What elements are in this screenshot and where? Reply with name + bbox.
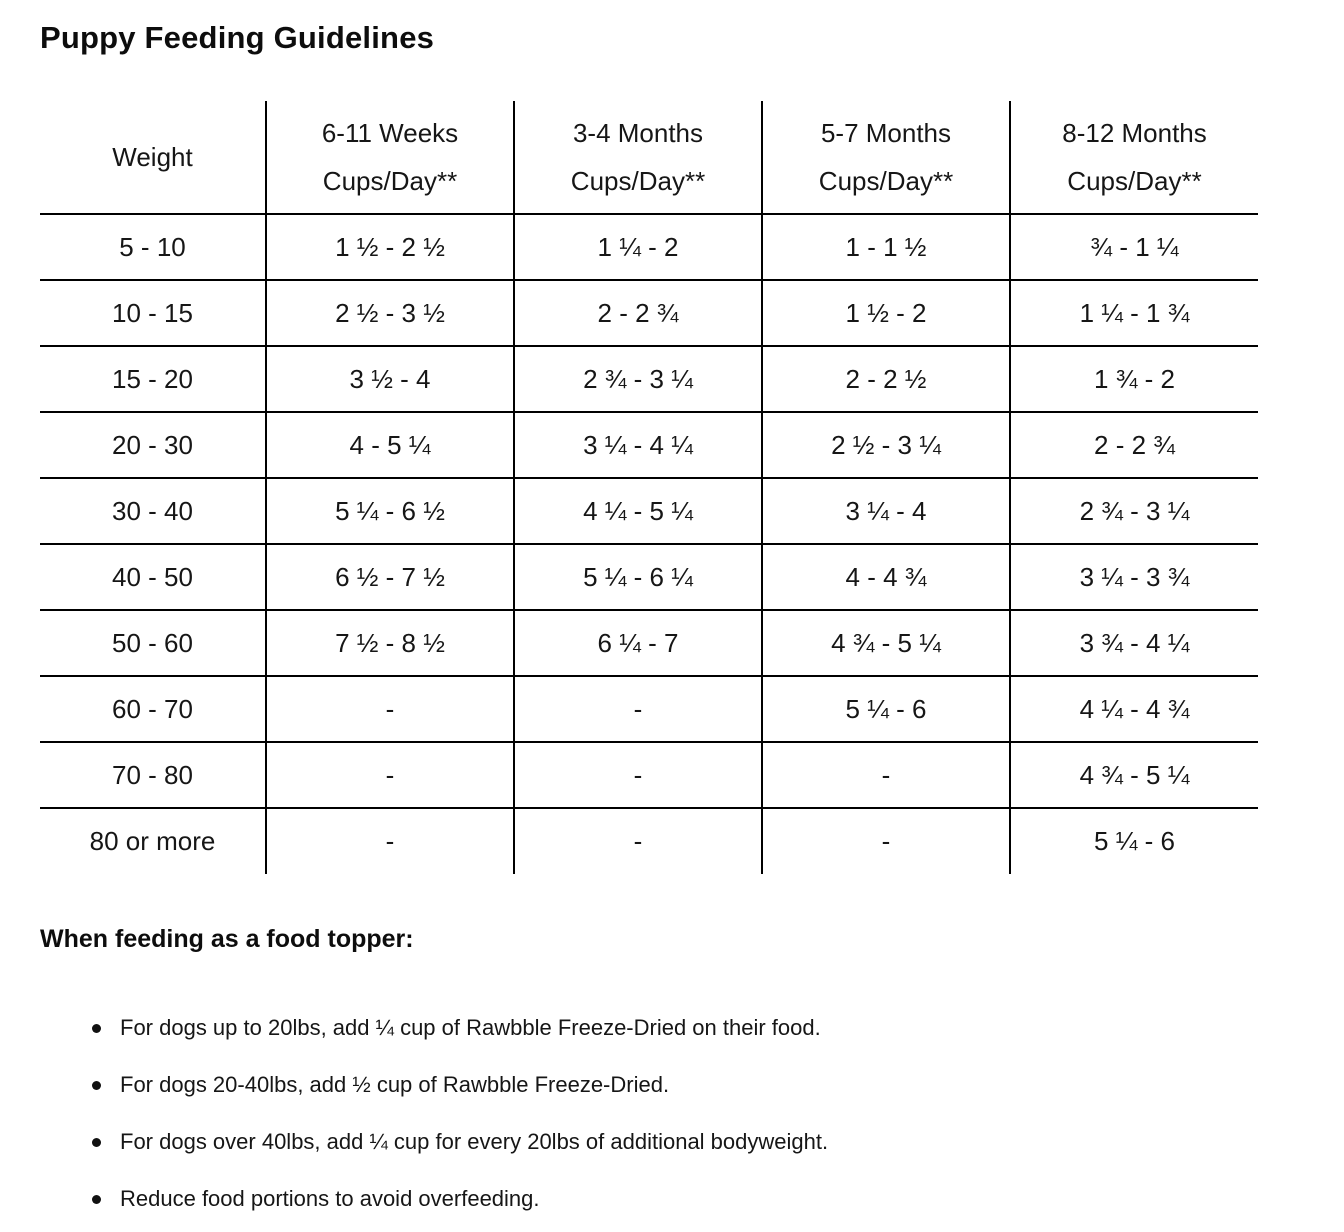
topper-bullet-item: For dogs over 40lbs, add ¼ cup for every… bbox=[40, 1128, 1304, 1156]
table-row: 50 - 60 7 ½ - 8 ½ 6 ¼ - 7 4 ¾ - 5 ¼ 3 ¾ … bbox=[40, 610, 1258, 677]
cups-cell: - bbox=[514, 808, 763, 874]
cups-cell: 6 ¼ - 7 bbox=[514, 610, 763, 677]
topper-bullet-item: For dogs up to 20lbs, add ¼ cup of Rawbb… bbox=[40, 1014, 1304, 1042]
bullet-icon bbox=[92, 1138, 101, 1147]
cups-cell: 2 ¾ - 3 ¼ bbox=[1010, 478, 1258, 545]
column-header-sublabel: Cups/Day** bbox=[570, 166, 706, 196]
column-header-label: 8-12 Months bbox=[1062, 118, 1207, 148]
cups-cell: - bbox=[266, 808, 515, 874]
cups-cell: 1 - 1 ½ bbox=[762, 214, 1011, 281]
weight-cell: 10 - 15 bbox=[40, 280, 267, 347]
column-header-sublabel: Cups/Day** bbox=[818, 166, 954, 196]
weight-cell: 70 - 80 bbox=[40, 742, 267, 809]
table-row: 10 - 15 2 ½ - 3 ½ 2 - 2 ¾ 1 ½ - 2 1 ¼ - … bbox=[40, 280, 1258, 347]
column-header-6-11-weeks: 6-11 Weeks Cups/Day** bbox=[266, 101, 515, 215]
weight-cell: 40 - 50 bbox=[40, 544, 267, 611]
column-header-weight: Weight bbox=[40, 101, 267, 215]
table-row: 70 - 80 - - - 4 ¾ - 5 ¼ bbox=[40, 742, 1258, 809]
bullet-icon bbox=[92, 1195, 101, 1204]
cups-cell: 1 ¼ - 1 ¾ bbox=[1010, 280, 1258, 347]
topper-bullet-text: Reduce food portions to avoid overfeedin… bbox=[120, 1186, 540, 1211]
column-header-label: 3-4 Months bbox=[572, 118, 704, 148]
column-header-3-4-months: 3-4 Months Cups/Day** bbox=[514, 101, 763, 215]
cups-cell: - bbox=[266, 742, 515, 809]
cups-cell: 2 - 2 ¾ bbox=[514, 280, 763, 347]
cups-cell: 1 ½ - 2 bbox=[762, 280, 1011, 347]
cups-cell: 4 - 5 ¼ bbox=[266, 412, 515, 479]
table-row: 20 - 30 4 - 5 ¼ 3 ¼ - 4 ¼ 2 ½ - 3 ¼ 2 - … bbox=[40, 412, 1258, 479]
cups-cell: 3 ½ - 4 bbox=[266, 346, 515, 413]
cups-cell: 5 ¼ - 6 ¼ bbox=[514, 544, 763, 611]
cups-cell: 2 ½ - 3 ½ bbox=[266, 280, 515, 347]
cups-cell: 2 - 2 ¾ bbox=[1010, 412, 1258, 479]
page-title: Puppy Feeding Guidelines bbox=[40, 20, 435, 55]
cups-cell: 4 ¾ - 5 ¼ bbox=[1010, 742, 1258, 809]
column-header-label: 6-11 Weeks bbox=[321, 118, 459, 148]
weight-cell: 5 - 10 bbox=[40, 214, 267, 281]
table-row: 5 - 10 1 ½ - 2 ½ 1 ¼ - 2 1 - 1 ½ ¾ - 1 ¼ bbox=[40, 214, 1258, 281]
weight-cell: 15 - 20 bbox=[40, 346, 267, 413]
weight-cell: 80 or more bbox=[40, 808, 267, 874]
column-header-sublabel: Cups/Day** bbox=[322, 166, 458, 196]
table-row: 60 - 70 - - 5 ¼ - 6 4 ¼ - 4 ¾ bbox=[40, 676, 1258, 743]
topper-bullet-text: For dogs up to 20lbs, add ¼ cup of Rawbb… bbox=[120, 1015, 821, 1040]
table-row: 15 - 20 3 ½ - 4 2 ¾ - 3 ¼ 2 - 2 ½ 1 ¾ - … bbox=[40, 346, 1258, 413]
topper-section-heading: When feeding as a food topper: bbox=[40, 925, 414, 953]
cups-cell: 1 ¾ - 2 bbox=[1010, 346, 1258, 413]
cups-cell: - bbox=[514, 676, 763, 743]
cups-cell: 5 ¼ - 6 bbox=[1094, 826, 1175, 856]
cups-cell: 2 ¾ - 3 ¼ bbox=[514, 346, 763, 413]
bullet-icon bbox=[92, 1024, 101, 1033]
cups-cell: 2 ½ - 3 ¼ bbox=[762, 412, 1011, 479]
table-row: 30 - 40 5 ¼ - 6 ½ 4 ¼ - 5 ¼ 3 ¼ - 4 2 ¾ … bbox=[40, 478, 1258, 545]
cups-cell: - bbox=[762, 808, 1011, 874]
topper-bullet-list: For dogs up to 20lbs, add ¼ cup of Rawbb… bbox=[40, 1014, 1304, 1213]
topper-bullet-text: For dogs 20-40lbs, add ½ cup of Rawbble … bbox=[120, 1072, 670, 1097]
column-header-sublabel: Cups/Day** bbox=[1067, 166, 1202, 196]
cups-cell: 2 - 2 ½ bbox=[762, 346, 1011, 413]
column-header-label: 5-7 Months bbox=[820, 118, 952, 148]
weight-cell: 20 - 30 bbox=[40, 412, 267, 479]
cups-cell: 5 ¼ - 6 ½ bbox=[266, 478, 515, 545]
cups-cell: 4 ¾ - 5 ¼ bbox=[762, 610, 1011, 677]
cups-cell: 7 ½ - 8 ½ bbox=[266, 610, 515, 677]
cups-cell: ¾ - 1 ¼ bbox=[1010, 214, 1258, 281]
cups-cell: - bbox=[514, 742, 763, 809]
topper-bullet-item: Reduce food portions to avoid overfeedin… bbox=[40, 1185, 1304, 1213]
table-header-row: Weight 6-11 Weeks Cups/Day** 3-4 Months … bbox=[40, 101, 1258, 215]
puppy-feeding-table: Weight 6-11 Weeks Cups/Day** 3-4 Months … bbox=[40, 101, 1258, 874]
cups-cell: 6 ½ - 7 ½ bbox=[266, 544, 515, 611]
weight-cell: 60 - 70 bbox=[40, 676, 267, 743]
column-header-5-7-months: 5-7 Months Cups/Day** bbox=[762, 101, 1011, 215]
cups-cell: 1 ¼ - 2 bbox=[514, 214, 763, 281]
table-row: 40 - 50 6 ½ - 7 ½ 5 ¼ - 6 ¼ 4 - 4 ¾ 3 ¼ … bbox=[40, 544, 1258, 611]
column-header-label: Weight bbox=[112, 142, 193, 172]
topper-bullet-text: For dogs over 40lbs, add ¼ cup for every… bbox=[120, 1129, 829, 1154]
weight-cell: 50 - 60 bbox=[40, 610, 267, 677]
cups-cell: 4 ¼ - 4 ¾ bbox=[1010, 676, 1258, 743]
topper-bullet-item: For dogs 20-40lbs, add ½ cup of Rawbble … bbox=[40, 1071, 1304, 1099]
cups-cell: 3 ¼ - 3 ¾ bbox=[1010, 544, 1258, 611]
cups-cell: 5 ¼ - 6 bbox=[762, 676, 1011, 743]
cups-cell: - bbox=[266, 676, 515, 743]
cups-cell: 3 ¼ - 4 ¼ bbox=[514, 412, 763, 479]
cups-cell: - bbox=[762, 742, 1011, 809]
weight-cell: 30 - 40 bbox=[40, 478, 267, 545]
cups-cell: 3 ¼ - 4 bbox=[762, 478, 1011, 545]
bullet-icon bbox=[92, 1081, 101, 1090]
table-row: 80 or more - - - 5 ¼ - 6 bbox=[40, 808, 1258, 874]
column-header-8-12-months: 8-12 Months Cups/Day** bbox=[1010, 101, 1258, 215]
cups-cell: 1 ½ - 2 ½ bbox=[266, 214, 515, 281]
cups-cell: 4 - 4 ¾ bbox=[762, 544, 1011, 611]
cups-cell: 4 ¼ - 5 ¼ bbox=[514, 478, 763, 545]
cups-cell: 3 ¾ - 4 ¼ bbox=[1010, 610, 1258, 677]
